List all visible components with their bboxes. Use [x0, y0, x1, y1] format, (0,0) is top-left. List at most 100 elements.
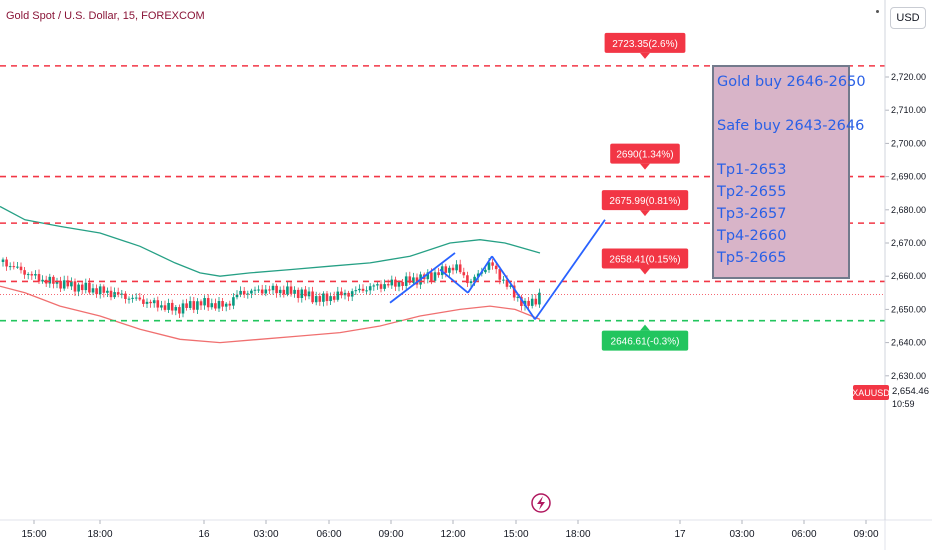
time-tick-label: 17 [674, 529, 686, 540]
candle-body [340, 291, 343, 296]
candle-body [192, 301, 196, 310]
candle-body [178, 307, 181, 314]
candle-body [336, 291, 340, 300]
level-tags: 2723.35(2.6%) 2690(1.34%) 2675.99(0.81%) 26… [601, 32, 689, 351]
candle-body [206, 298, 210, 308]
candle-body [239, 290, 242, 295]
candle-body [163, 305, 167, 310]
candle-body [278, 289, 282, 294]
candle-body [19, 266, 23, 271]
trend-line-drawing [491, 255, 536, 320]
trade-note[interactable]: Gold buy 2646-2650 Safe buy 2643-2646 Tp1-… [712, 65, 866, 279]
candle-body [30, 274, 34, 276]
level-tag-label: 2658.41(0.15%) [609, 254, 680, 265]
candle-body [170, 302, 174, 311]
candle-body [289, 286, 293, 294]
time-tick-label: 12:00 [440, 529, 465, 540]
candle-body [109, 290, 113, 298]
level-tag-box [601, 330, 689, 351]
candle-body [293, 289, 296, 294]
note-line [717, 137, 844, 159]
candle-body [124, 293, 127, 299]
candle-body [307, 291, 311, 297]
drawings[interactable] [389, 219, 606, 320]
time-tick-label: 09:00 [853, 529, 878, 540]
candle-body [354, 290, 358, 292]
candle-body [91, 288, 95, 293]
candle-body [296, 289, 300, 299]
candle-body [98, 286, 102, 295]
candle-body [152, 300, 156, 304]
time-tick-label: 18:00 [87, 529, 112, 540]
candle-body [491, 262, 494, 266]
price-tick-label: 2,710.00 [891, 105, 926, 115]
level-tag-label: 2675.99(0.81%) [609, 196, 680, 207]
symbol-title[interactable]: Gold Spot / U.S. Dollar, 15, FOREXCOM [6, 10, 205, 22]
candle-body [358, 288, 361, 291]
candle-body [88, 282, 91, 293]
candles [1, 256, 541, 319]
price-tick-label: 2,640.00 [891, 338, 926, 348]
candle-body [221, 301, 224, 307]
candle-body [62, 280, 66, 289]
time-tick-label: 09:00 [378, 529, 403, 540]
price-tick-label: 2,690.00 [891, 172, 926, 182]
candle-body [5, 259, 8, 267]
candle-body [224, 303, 228, 307]
candle-body [487, 262, 491, 270]
more-dot-icon[interactable] [876, 10, 879, 13]
candle-body [365, 290, 368, 292]
candle-body [408, 276, 412, 283]
candle-body [512, 285, 516, 298]
candle-body [466, 275, 469, 284]
candle-body [426, 272, 430, 280]
level-tag-pointer [640, 210, 650, 217]
candle-body [469, 281, 473, 284]
bands [0, 205, 541, 344]
trend-line-drawing [467, 255, 493, 294]
candle-body [379, 284, 383, 289]
candle-body [257, 289, 260, 291]
time-tick-label: 15:00 [21, 529, 46, 540]
candle-body [181, 303, 185, 314]
candle-body [376, 284, 379, 286]
candle-body [329, 296, 332, 302]
candle-body [102, 286, 106, 293]
candle-body [530, 298, 534, 306]
trend-line-drawing [439, 268, 469, 294]
candle-body [404, 276, 408, 286]
currency-button[interactable]: USD [890, 7, 926, 29]
candle-body [1, 259, 5, 262]
price-tick-label: 2,650.00 [891, 304, 926, 314]
time-tick-label: 03:00 [729, 529, 754, 540]
time-tick-label: 06:00 [316, 529, 341, 540]
candle-body [260, 289, 264, 294]
level-tag-box [601, 190, 689, 211]
candle-body [350, 291, 354, 297]
note-line: Safe buy 2643-2646 [717, 118, 865, 134]
candle-body [448, 267, 451, 273]
candle-body [412, 277, 415, 283]
candle-body [383, 284, 386, 289]
time-tick-label: 06:00 [791, 529, 816, 540]
candle-body [55, 280, 59, 284]
level-tag-box [610, 143, 680, 164]
candle-body [372, 285, 376, 287]
note-line: Tp1-2653 [717, 162, 787, 178]
candle-body [401, 281, 404, 286]
candle-body [142, 299, 145, 304]
candle-body [134, 297, 138, 299]
candle-body [116, 292, 120, 295]
candle-body [217, 301, 221, 309]
candle-body [127, 298, 131, 300]
candle-body [527, 300, 530, 306]
candle-body [59, 280, 62, 289]
candle-body [95, 288, 98, 295]
candle-body [160, 305, 163, 308]
candle-body [210, 303, 214, 308]
candle-body [138, 297, 142, 300]
lower-band-line [0, 285, 541, 344]
candle-body [458, 264, 462, 273]
candle-body [509, 285, 512, 287]
